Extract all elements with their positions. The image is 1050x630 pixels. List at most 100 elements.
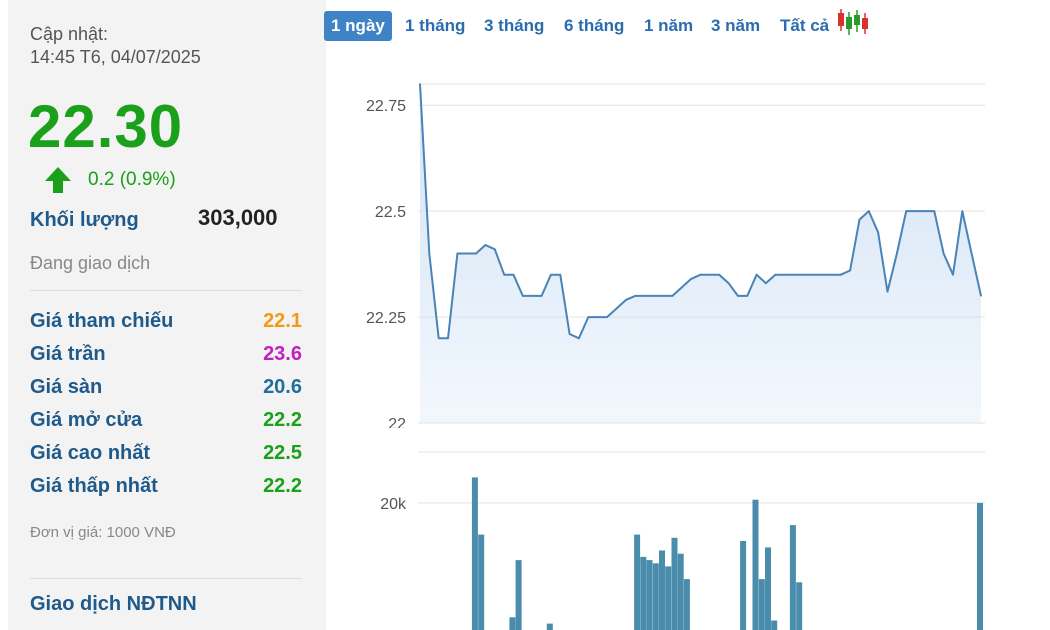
- volume-bar: [478, 534, 485, 630]
- tab-3-months[interactable]: 3 tháng: [484, 16, 545, 35]
- tab-1-day[interactable]: 1 ngày: [324, 11, 392, 41]
- volume-bars: [471, 477, 983, 630]
- price-point: [755, 273, 758, 276]
- price-point: [540, 295, 543, 297]
- volume-bar: [752, 499, 759, 630]
- stat-label: Giá sàn: [30, 376, 103, 398]
- update-time: 14:45 T6, 04/07/2025: [30, 47, 201, 67]
- tab-all[interactable]: Tất cả: [780, 16, 830, 35]
- volume-bar: [646, 560, 653, 630]
- price-point: [681, 286, 683, 289]
- volume-bar: [677, 553, 684, 630]
- price-point: [437, 337, 440, 340]
- price-point: [877, 231, 879, 234]
- price-point: [718, 273, 720, 276]
- stat-value: 22.1: [263, 310, 302, 332]
- volume-value: 303,000: [198, 205, 278, 230]
- tab-3-years[interactable]: 3 năm: [711, 16, 761, 35]
- price-point: [465, 252, 468, 255]
- price-point: [821, 273, 823, 276]
- stat-row-ceiling: Giá trần 23.6: [30, 343, 302, 376]
- price-point: [886, 290, 889, 293]
- price-point: [522, 295, 524, 297]
- volume-bar: [509, 617, 516, 630]
- price-point: [512, 273, 515, 276]
- price-point: [924, 210, 926, 212]
- price-point: [830, 273, 833, 276]
- volume-bar: [640, 556, 647, 630]
- price-point: [783, 273, 786, 276]
- price-point: [419, 83, 421, 85]
- volume-bar: [652, 563, 659, 630]
- price-point: [961, 210, 964, 212]
- volume-y-ticks: 20k: [380, 496, 407, 513]
- price-point: [624, 299, 627, 301]
- price-point: [727, 282, 730, 284]
- unit-note: Đơn vị giá: 1000 VNĐ: [30, 524, 176, 541]
- volume-bar: [515, 560, 522, 630]
- price-point: [643, 295, 646, 297]
- price-point: [980, 295, 982, 297]
- price-point: [494, 248, 496, 251]
- price-point: [737, 295, 739, 297]
- stat-row-open: Giá mở cửa 22.2: [30, 409, 302, 442]
- price-point: [531, 295, 533, 297]
- foreign-trading-heading[interactable]: Giao dịch NĐTNN: [30, 593, 197, 615]
- price-area-fill: [420, 84, 981, 423]
- price-point: [849, 269, 851, 272]
- price-point: [868, 210, 870, 212]
- price-chart: 22 22.25 22.5 22.75: [366, 83, 985, 428]
- volume-bar: [659, 550, 665, 630]
- tab-1-year[interactable]: 1 năm: [644, 16, 694, 35]
- volume-bar: [740, 541, 747, 630]
- stat-value: 23.6: [263, 343, 302, 365]
- price-point: [952, 273, 954, 276]
- volume-bar: [758, 579, 765, 630]
- price-point: [568, 333, 571, 335]
- price-point: [475, 252, 477, 255]
- price-point: [456, 252, 459, 255]
- price-point: [858, 218, 861, 221]
- up-arrow-icon: [45, 167, 71, 193]
- candlestick-icon[interactable]: [836, 7, 870, 37]
- y-tick-label: 22.25: [366, 310, 406, 327]
- volume-bar: [671, 537, 678, 630]
- stat-value: 22.2: [263, 475, 302, 497]
- price-point: [690, 278, 692, 280]
- price-stats: Giá tham chiếu 22.1 Giá trần 23.6 Giá sà…: [30, 310, 302, 508]
- stat-value: 22.2: [263, 409, 302, 431]
- price-point: [709, 273, 711, 276]
- price-y-ticks: 22 22.25 22.5 22.75: [366, 98, 406, 428]
- tab-6-months[interactable]: 6 tháng: [564, 16, 625, 35]
- volume-bar: [683, 579, 690, 630]
- volume-bar: [471, 477, 478, 630]
- trade-status: Đang giao dịch: [30, 253, 151, 273]
- price-change: 0.2 (0.9%): [88, 169, 176, 190]
- stat-label: Giá thấp nhất: [30, 475, 158, 497]
- price-point: [765, 282, 767, 284]
- price-point: [699, 273, 702, 276]
- price-point: [671, 295, 674, 297]
- price-point: [503, 273, 505, 276]
- price-point: [587, 316, 590, 318]
- stat-label: Giá trần: [30, 343, 106, 365]
- price-point: [634, 295, 636, 297]
- volume-bar: [771, 620, 778, 630]
- price-point: [970, 252, 973, 255]
- tab-1-month[interactable]: 1 tháng: [405, 16, 466, 35]
- price-point: [905, 210, 907, 212]
- price-point: [447, 337, 449, 340]
- divider: [30, 290, 302, 291]
- price-point: [559, 273, 562, 276]
- y-tick-label: 22.75: [366, 98, 406, 115]
- stat-label: Giá mở cửa: [30, 409, 143, 431]
- price-point: [578, 337, 580, 340]
- stat-row-high: Giá cao nhất 22.5: [30, 442, 302, 475]
- price-point: [802, 273, 805, 276]
- volume-bar: [789, 525, 796, 630]
- stat-value: 20.6: [263, 376, 302, 398]
- price-point: [914, 210, 917, 212]
- price-point: [942, 252, 945, 255]
- price-point: [933, 210, 936, 212]
- stat-row-reference: Giá tham chiếu 22.1: [30, 310, 302, 343]
